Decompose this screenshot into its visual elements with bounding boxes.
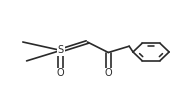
Text: O: O (105, 68, 112, 79)
Text: O: O (57, 68, 65, 79)
Text: S: S (58, 45, 64, 55)
